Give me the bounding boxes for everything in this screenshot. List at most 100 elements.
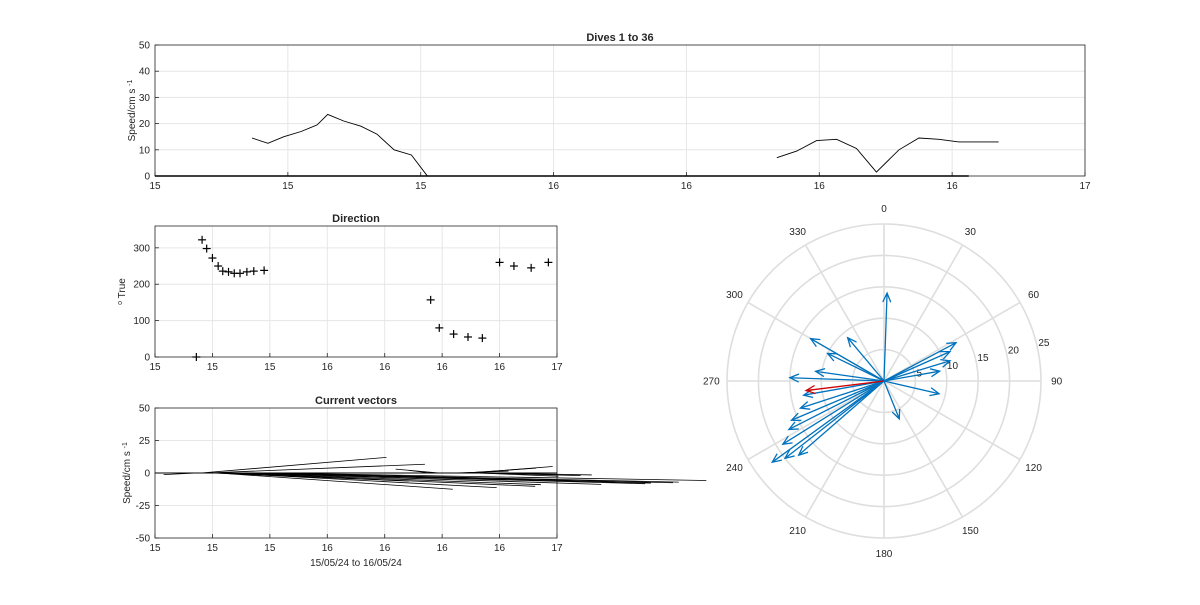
x-tick-label: 15	[207, 543, 219, 554]
arrow-head	[826, 352, 838, 362]
arrow-head	[798, 401, 811, 410]
direction-point	[495, 258, 504, 267]
x-tick-label: 17	[1079, 181, 1091, 192]
current-arrow	[788, 373, 885, 383]
arrow-head	[929, 368, 942, 378]
y-tick-label: 50	[139, 41, 151, 52]
arrow-head	[804, 384, 816, 395]
radius-label: 10	[947, 361, 959, 372]
angle-label: 240	[726, 463, 743, 474]
radius-label: 15	[977, 353, 989, 364]
direction-point	[527, 263, 536, 272]
current-vector	[470, 466, 553, 474]
direction-point	[202, 244, 211, 253]
chart-panel-1: 15 15 15 16 16 16 16 17 0 10 20 30 40 50 Dives 1 to 36…	[127, 32, 1091, 192]
arrow-shaft	[883, 342, 957, 382]
current-arrow	[826, 352, 885, 382]
current-arrow	[790, 380, 885, 422]
degree-symbol: o	[117, 301, 124, 305]
x-tick-label: 16	[548, 181, 560, 192]
y-tick-label: -25	[136, 501, 151, 512]
angular-gridline	[883, 380, 1021, 461]
arrow-shaft	[771, 380, 885, 463]
arrow-head	[781, 435, 793, 446]
arrow-head	[787, 421, 799, 431]
direction-point	[435, 323, 444, 332]
current-vector	[235, 472, 541, 486]
arrow-head	[788, 373, 800, 383]
angular-gridline	[804, 244, 885, 382]
y-tick-label: 0	[144, 172, 150, 183]
angle-label: 90	[1051, 377, 1063, 388]
current-vector	[395, 468, 440, 474]
current-arrow	[798, 380, 885, 410]
radius-label: 5	[916, 368, 922, 379]
current-arrow	[882, 291, 892, 382]
direction-point	[478, 334, 487, 343]
angle-label: 0	[881, 204, 887, 215]
x-tick-label: 15	[149, 543, 161, 554]
current-vector	[229, 472, 536, 487]
arrow-head	[814, 368, 826, 378]
arrow-shaft	[883, 351, 951, 382]
y-tick-label: 40	[139, 67, 151, 78]
arrow-head	[790, 412, 802, 422]
current-arrow	[883, 380, 941, 397]
direction-point	[544, 258, 553, 267]
arrow-shaft	[784, 380, 885, 459]
x-tick-label: 16	[494, 543, 506, 554]
arrow-head	[940, 350, 952, 360]
x-tick-label: 16	[437, 362, 449, 373]
y-axis-label: o True	[117, 278, 129, 305]
arrow-shaft	[827, 352, 885, 382]
chart-title: Dives 1 to 36	[586, 32, 653, 44]
y-tick-label: 200	[133, 280, 150, 291]
direction-point	[249, 267, 258, 276]
arrow-head	[783, 449, 795, 460]
current-arrow	[883, 358, 952, 382]
x-tick-label: 17	[551, 543, 563, 554]
current-vector	[488, 472, 592, 476]
radius-label: 20	[1008, 346, 1020, 357]
arrow-head	[882, 291, 892, 303]
y-tick-label: 30	[139, 93, 151, 104]
current-arrow	[770, 380, 885, 464]
angular-gridline	[883, 301, 1021, 382]
arrow-shaft	[883, 380, 900, 420]
arrow-head	[770, 453, 782, 464]
arrow-shaft	[883, 380, 940, 395]
direction-point	[509, 262, 518, 271]
angular-gridline	[883, 380, 964, 518]
current-arrow	[797, 380, 885, 457]
angle-label: 120	[1025, 463, 1042, 474]
direction-point	[463, 332, 472, 341]
direction-point	[242, 267, 251, 276]
chart-title: Current vectors	[315, 395, 397, 407]
y-axis-label-text: Speed/cm s	[122, 448, 133, 504]
x-tick-label: 15	[264, 543, 276, 554]
angle-label: 150	[962, 526, 979, 537]
y-axis-label: Speed/cm s -1	[127, 79, 139, 141]
current-arrow	[814, 368, 885, 382]
current-vector	[264, 472, 679, 483]
direction-point	[198, 235, 207, 244]
angular-gridline	[883, 244, 964, 382]
arrow-shaft	[791, 380, 885, 421]
arrow-shaft	[815, 370, 885, 382]
x-tick-label: 16	[437, 543, 449, 554]
x-tick-label: 16	[322, 543, 334, 554]
arrow-shaft	[883, 293, 888, 382]
y-tick-label: 300	[133, 243, 150, 254]
direction-point	[224, 267, 233, 276]
x-tick-label: 16	[322, 362, 334, 373]
y-tick-label: 0	[144, 469, 150, 480]
direction-point	[218, 267, 227, 276]
arrow-shaft	[800, 380, 885, 409]
arrow-head	[946, 341, 958, 351]
x-tick-label: 17	[551, 362, 563, 373]
current-vector	[163, 472, 197, 476]
x-tick-label: 16	[947, 181, 959, 192]
speed-line-segment-1	[251, 113, 444, 177]
current-vector	[200, 457, 387, 474]
